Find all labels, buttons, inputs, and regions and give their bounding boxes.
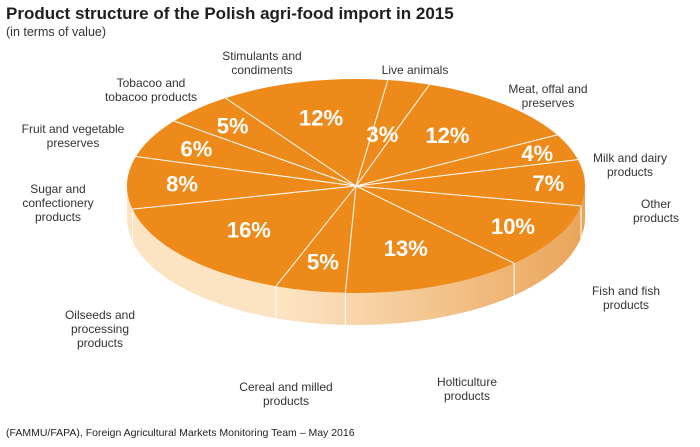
- slice-percent-label: 12%: [425, 123, 469, 148]
- category-label-line: Tobacoo and: [117, 76, 186, 90]
- slice-category-label: Live animals: [382, 63, 449, 77]
- slice-separator: [173, 120, 357, 187]
- chart-subtitle: (in terms of value): [6, 25, 107, 39]
- slice-percent-label: 3%: [367, 122, 399, 147]
- pie-slice: [345, 186, 515, 294]
- slice-percent-label: 7%: [532, 171, 564, 196]
- slice-category-label: Tobacoo and tobacoo products: [105, 76, 197, 104]
- category-label-line: Milk and dairy: [593, 151, 667, 165]
- slice-separator: [355, 159, 578, 187]
- category-label-line: Oilseeds and: [65, 308, 135, 322]
- category-label-line: processing: [71, 322, 129, 336]
- pie-side-band: [127, 186, 585, 325]
- slice-separator: [275, 185, 357, 287]
- slice-percent-label: 5%: [307, 249, 339, 274]
- pie-slice: [356, 159, 586, 206]
- category-label-line: products: [35, 210, 81, 224]
- slice-category-label: Fruit and vegetable preserves: [22, 122, 125, 150]
- pie-slice: [356, 84, 558, 186]
- slice-category-label: Holticulture products: [437, 375, 497, 403]
- slice-percent-label: 12%: [299, 105, 343, 130]
- slice-separator: [132, 185, 357, 210]
- source-note: (FAMMU/FAPA), Foreign Agricultural Marke…: [6, 427, 355, 439]
- pie-slice: [356, 80, 430, 186]
- category-label-line: Fish and fish: [592, 284, 660, 298]
- slice-category-label: Oilseeds and processing products: [65, 308, 135, 350]
- category-label-line: Stimulants and: [222, 49, 301, 63]
- slice-percent-label: 16%: [227, 218, 271, 243]
- slice-category-label: Other products: [633, 197, 679, 225]
- category-label-line: Sugar and: [30, 182, 85, 196]
- slice-category-label: Milk and dairy products: [593, 151, 667, 179]
- slice-separator: [344, 185, 357, 293]
- category-label-line: Meat, offal and: [508, 82, 587, 96]
- category-label-line: Fruit and vegetable: [22, 122, 125, 136]
- slice-category-label: Sugar and confectionery products: [22, 182, 93, 224]
- category-label-line: products: [263, 394, 309, 408]
- pie-slice: [135, 121, 356, 186]
- slice-separator: [135, 155, 357, 187]
- slice-percent-label: 8%: [166, 171, 198, 196]
- category-label-line: products: [633, 211, 679, 225]
- pie-slice: [127, 156, 357, 210]
- slice-separator: [225, 97, 357, 187]
- pie-slice: [356, 134, 578, 186]
- category-label-line: condiments: [231, 63, 292, 77]
- slice-separators: [132, 79, 582, 293]
- slice-percent-label: 13%: [384, 236, 428, 261]
- slice-category-label: Stimulants and condiments: [222, 49, 301, 77]
- category-label-line: products: [603, 298, 649, 312]
- pie-top: [127, 79, 586, 294]
- slice-percent-label: 6%: [181, 136, 213, 161]
- slice-separator: [355, 84, 430, 187]
- slice-separator: [355, 185, 515, 264]
- pie-slice: [132, 186, 356, 287]
- category-label-line: Cereal and milled: [239, 380, 332, 394]
- slice-category-label: Cereal and milled products: [239, 380, 332, 408]
- slice-separator: [355, 134, 558, 187]
- pie-slice: [174, 98, 356, 186]
- category-label-line: preserves: [47, 136, 100, 150]
- category-label-line: Holticulture: [437, 375, 497, 389]
- pie-slice: [356, 186, 582, 264]
- slice-percent-label: 4%: [521, 141, 553, 166]
- category-label-line: confectionery: [22, 196, 93, 210]
- pie-slice: [225, 79, 388, 186]
- category-label-line: Other: [641, 197, 671, 211]
- slice-separator: [355, 79, 389, 187]
- category-label-line: products: [77, 336, 123, 350]
- pie-side: [127, 186, 585, 325]
- percent-labels: 3% 12%4%7%10%13%5%16%8%6%5% 12%: [166, 105, 564, 274]
- category-label-line: products: [444, 389, 490, 403]
- slice-category-label: Fish and fish products: [592, 284, 660, 312]
- slice-category-label: Meat, offal and preserves: [508, 82, 587, 110]
- pie-slice: [275, 186, 356, 293]
- category-label-line: products: [607, 165, 653, 179]
- category-label-line: Live animals: [382, 63, 449, 77]
- slice-percent-label: 10%: [491, 214, 535, 239]
- category-label-line: tobacoo products: [105, 90, 197, 104]
- category-label-line: preserves: [522, 96, 575, 110]
- slice-percent-label: 5%: [217, 114, 249, 139]
- chart-title: Product structure of the Polish agri-foo…: [6, 4, 454, 23]
- slice-separator: [355, 185, 582, 207]
